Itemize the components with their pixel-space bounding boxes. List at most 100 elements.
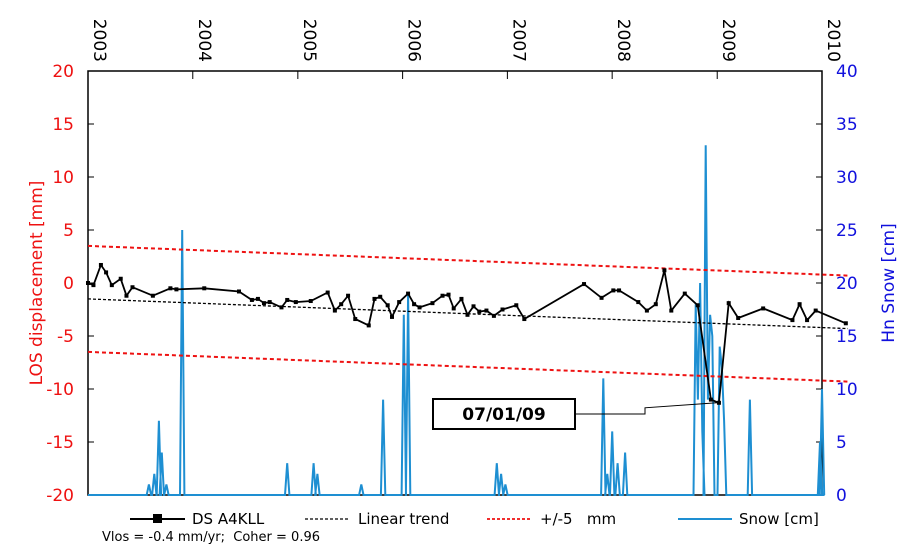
- ds-point: [451, 306, 456, 311]
- footer-stats: Vlos = -0.4 mm/yr; Coher = 0.96: [102, 530, 320, 545]
- x-tick-label: 2008: [613, 19, 633, 62]
- x-tick-label: 2007: [508, 19, 528, 62]
- ds-point: [736, 315, 741, 320]
- ds-point: [109, 283, 114, 288]
- ds-point: [477, 309, 482, 314]
- ds-point: [726, 301, 731, 306]
- ds-point: [372, 296, 377, 301]
- y-right-tick-label: 40: [836, 62, 858, 82]
- x-tick-label: 2006: [404, 19, 424, 62]
- ds-point: [465, 312, 470, 317]
- legend-label-trend: Linear trend: [358, 510, 449, 528]
- ds-point: [385, 303, 390, 308]
- y-right-tick-label: 0: [836, 486, 847, 506]
- ds-point: [682, 291, 687, 296]
- ds-point: [202, 286, 207, 291]
- x-tick-label: 2004: [194, 19, 214, 62]
- ds-series: [86, 262, 848, 405]
- ds-point: [412, 302, 417, 307]
- ds-point: [118, 276, 123, 281]
- ds-point: [130, 285, 135, 290]
- plot-area: [87, 70, 823, 496]
- ds-point: [708, 397, 713, 402]
- y-right-tick-label: 35: [836, 115, 858, 135]
- y-right-tick-label: 20: [836, 274, 858, 294]
- ds-point: [695, 303, 700, 308]
- ds-point: [471, 304, 476, 309]
- snow-series: [88, 145, 826, 496]
- ds-point: [491, 313, 496, 318]
- ds-point: [150, 293, 155, 298]
- ds-point: [582, 282, 587, 287]
- ds-point: [378, 294, 383, 299]
- y-left-tick-label: 0: [63, 274, 74, 294]
- ds-point: [662, 268, 667, 273]
- ds-point: [669, 308, 674, 313]
- annotation-leader: [575, 402, 717, 415]
- annotation: 07/01/09: [432, 398, 717, 430]
- y-left-tick-label: 10: [52, 168, 74, 188]
- y-left-tick-label: -15: [46, 433, 74, 453]
- x-tick-label: 2009: [718, 19, 738, 62]
- ds-point: [168, 286, 173, 291]
- ds-point: [599, 295, 604, 300]
- y-right-tick-label: 30: [836, 168, 858, 188]
- ds-point: [813, 308, 818, 313]
- ds-point: [366, 323, 371, 328]
- ds-point: [440, 293, 445, 298]
- ds-point: [346, 293, 351, 298]
- band-line: [87, 350, 848, 383]
- ds-point: [255, 296, 260, 301]
- legend-label-ds: DS A4KLL: [192, 510, 265, 528]
- ds-point: [325, 290, 330, 295]
- ds-point: [484, 308, 489, 313]
- ds-point: [790, 318, 795, 323]
- ds-point: [236, 289, 241, 294]
- legend-marker-ds: [153, 514, 162, 523]
- ds-point: [389, 314, 394, 319]
- ds-point: [522, 317, 527, 322]
- ds-point: [397, 300, 402, 305]
- y-right-tick-label: 10: [836, 380, 858, 400]
- y-left-tick-label: 15: [52, 115, 74, 135]
- annotation-label: 07/01/09: [462, 405, 545, 425]
- y-left-tick-label: -10: [46, 380, 74, 400]
- ds-point: [446, 292, 451, 297]
- y-left-tick-label: -20: [46, 486, 74, 506]
- legend-label-band: +/-5 mm: [540, 510, 616, 528]
- x-tick-label: 2003: [89, 19, 109, 62]
- y-right-tick-label: 15: [836, 327, 858, 347]
- band-line: [87, 244, 848, 277]
- y-left-tick-label: 5: [63, 221, 74, 241]
- ds-point: [124, 293, 129, 298]
- ds-point: [293, 300, 298, 305]
- ds-point: [406, 291, 411, 296]
- ds-line: [87, 263, 847, 405]
- ds-point: [611, 288, 616, 293]
- y-left-tick-label: 20: [52, 62, 74, 82]
- legend-label-snow: Snow [cm]: [739, 510, 819, 528]
- snow-line: [88, 145, 826, 496]
- ds-point: [636, 300, 641, 305]
- ds-point: [617, 288, 622, 293]
- ds-point: [339, 302, 344, 307]
- ds-point: [308, 299, 313, 304]
- ds-point: [500, 307, 505, 312]
- y-left-tick-label: -5: [57, 327, 74, 347]
- ds-point: [279, 305, 284, 310]
- legend: DS A4KLL Linear trend +/-5 mm Snow [cm]: [130, 510, 819, 528]
- y-axis-left-label: LOS displacement [mm]: [27, 181, 47, 386]
- ds-point: [843, 321, 848, 326]
- ds-point: [644, 308, 649, 313]
- ds-point: [761, 306, 766, 311]
- ds-point: [353, 317, 358, 322]
- annotation-box: [432, 398, 576, 430]
- ds-point: [249, 297, 254, 302]
- y-axis-right-label: Hn Snow [cm]: [879, 223, 899, 342]
- y-right-tick-label: 25: [836, 221, 858, 241]
- ds-point: [332, 308, 337, 313]
- ds-point: [98, 262, 103, 267]
- ds-point: [797, 302, 802, 307]
